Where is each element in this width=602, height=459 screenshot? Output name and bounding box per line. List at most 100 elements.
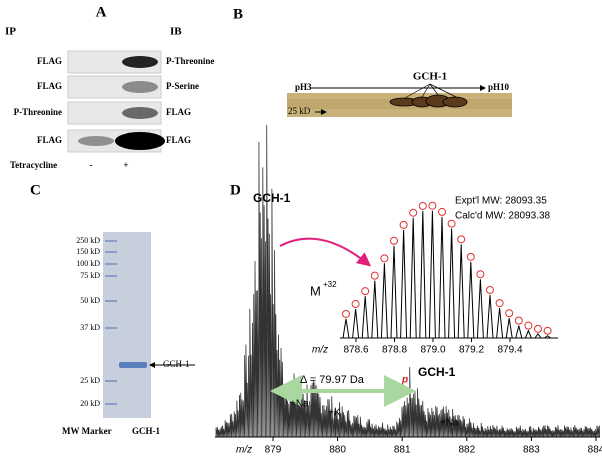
inset-fit [457, 235, 466, 244]
inset-fit [438, 207, 446, 216]
ph-label: pH10 [488, 82, 510, 92]
inset-tick-label: 878.8 [382, 345, 407, 356]
blot-band [115, 132, 165, 150]
header: IB [170, 26, 182, 38]
inset-fit [390, 236, 398, 245]
inset-fit [418, 201, 427, 210]
inset-peak [400, 229, 408, 339]
inset-fit [428, 201, 437, 210]
axis-label: m/z [236, 445, 252, 456]
inset-peak [428, 210, 436, 339]
inset-fit [342, 309, 350, 318]
inset-peak [438, 216, 446, 339]
inset-peak [544, 335, 551, 339]
inset-charge: M [310, 283, 321, 298]
panel-label: D [230, 182, 241, 198]
inset-peak [371, 280, 379, 339]
marker-label: 20 kD [80, 399, 100, 408]
inset-peak [467, 261, 475, 339]
tick-label: 884 [588, 445, 602, 456]
inset-arrow [279, 237, 372, 267]
inset-fit [409, 208, 418, 217]
marker-band [105, 327, 117, 329]
inset-fit [505, 309, 514, 318]
peak-label: GCH-1 [418, 365, 456, 379]
inset-axis-label: m/z [312, 345, 328, 356]
adduct: +Na [290, 399, 309, 410]
treatment: Tetracycline [10, 160, 57, 170]
inset-fit [486, 285, 494, 294]
marker-label: 25 kD [80, 376, 100, 385]
spot-lines [404, 83, 457, 99]
inset-fit [495, 299, 504, 308]
ib-label: FLAG [166, 135, 191, 145]
blots: FLAG P-Threonine FLAG P-Serine P-Threonine FL… [14, 50, 214, 153]
ib-label: P-Serine [166, 81, 199, 91]
inset-peak [361, 296, 369, 339]
inset-peak [390, 245, 398, 339]
inset-peak [457, 244, 465, 339]
blot-band [122, 56, 158, 68]
gel [103, 232, 151, 418]
blot-band [122, 81, 158, 93]
ph-label: pH3 [295, 82, 312, 92]
marker-band [105, 380, 117, 382]
inset-charge-sup: +32 [323, 280, 337, 289]
markers: 250 kD 150 kD 100 kD 75 kD 50 kD 37 kD 25 kD 20… [76, 236, 117, 408]
inset-tick-label: 879.2 [459, 345, 484, 356]
inset-fit [370, 271, 379, 280]
inset-peak [419, 210, 427, 339]
blot-band [78, 136, 114, 146]
calc-mw: Calc'd MW: 28093.38 [455, 211, 551, 222]
inset-peak [352, 308, 360, 339]
inset-peak [476, 279, 484, 339]
tick-label: 883 [523, 445, 540, 456]
expt-mw: Expt'l MW: 28093.35 [455, 196, 547, 207]
ib-label: P-Threonine [166, 56, 214, 66]
inset-peak [409, 217, 417, 339]
lane-label: MW Marker [62, 426, 112, 436]
inset-peak [448, 228, 456, 339]
spot-label: GCH-1 [413, 71, 447, 83]
inset-fit [380, 254, 389, 263]
adduct: +K [328, 408, 341, 419]
marker-label: 100 kD [76, 259, 100, 268]
band-label: GCH-1 [163, 359, 190, 369]
phospho-mark: p [401, 375, 408, 386]
delta: Δ = 79.97 Da [300, 374, 365, 386]
inset-peak [486, 294, 494, 339]
tick-label: 880 [329, 445, 346, 456]
tick-label: 882 [458, 445, 475, 456]
marker-label: 250 kD [76, 236, 100, 245]
ip-label: P-Threonine [14, 107, 62, 117]
ticks: 879 880 881 882 883 884 [265, 437, 602, 456]
inset-fit [361, 287, 370, 296]
inset-peak [342, 318, 350, 339]
adduct: +Na [440, 418, 459, 429]
inset-fit [476, 270, 485, 279]
ip-label: FLAG [37, 81, 62, 91]
inset-tick-label: 879.0 [420, 345, 445, 356]
marker-label: 37 kD [80, 323, 100, 332]
marker-band [105, 263, 117, 265]
inset-fit [351, 300, 360, 309]
marker-label: 150 kD [76, 247, 100, 256]
marker-label: 50 kD [80, 296, 100, 305]
tick-label: 881 [394, 445, 411, 456]
marker-label: 75 kD [80, 271, 100, 280]
inset-fit [514, 316, 523, 325]
inset-fit [399, 220, 408, 229]
marker-band [105, 300, 117, 302]
inset-tick-label: 878.6 [343, 345, 368, 356]
ib-label: FLAG [166, 107, 191, 117]
inset-peak [515, 325, 523, 339]
peak-label: GCH-1 [253, 191, 291, 205]
inset-peak [496, 308, 504, 339]
panel-label: C [30, 182, 41, 198]
marker-band [105, 251, 117, 253]
inset-fit [543, 326, 552, 335]
inset-fit [466, 252, 475, 261]
ip-label: FLAG [37, 56, 62, 66]
panel-label: A [96, 4, 107, 20]
marker-label: 25 kD [288, 106, 311, 116]
